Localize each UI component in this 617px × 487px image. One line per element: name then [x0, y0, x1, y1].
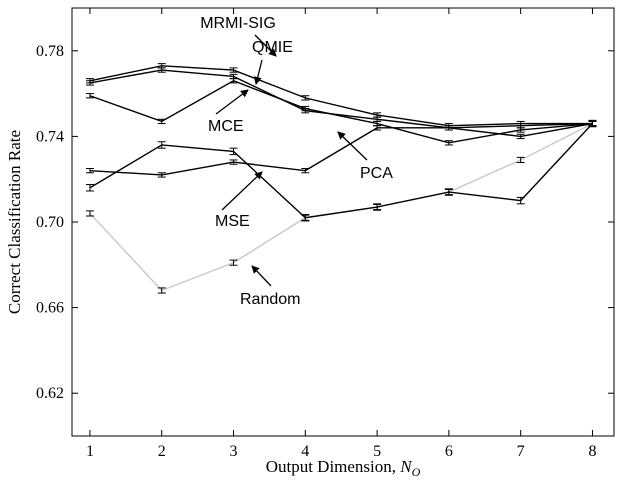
x-axis-label: Output Dimension, NO	[266, 457, 421, 479]
annotation-label: MSE	[215, 213, 250, 230]
x-tick-label: 8	[588, 443, 596, 460]
y-tick-label: 0.74	[36, 128, 64, 145]
annotation-arrow	[222, 172, 262, 210]
ticks-layer: 1 2 3 4 5 6 7 80.620.660.700.740.78	[36, 8, 614, 460]
annotation-label: PCA	[360, 165, 393, 182]
annotation-mse: MSE	[215, 172, 262, 230]
annotation-arrow	[216, 90, 248, 114]
series-mrmi-sig	[86, 64, 597, 128]
x-tick-label: 6	[445, 443, 453, 460]
x-tick-label: 7	[517, 443, 525, 460]
annotation-label: Random	[240, 291, 300, 308]
annotation-label: MRMI-SIG	[200, 15, 276, 32]
annotation-label: QMIE	[252, 39, 293, 56]
x-axis-label-text: Output Dimension,	[266, 457, 401, 476]
y-tick-label: 0.66	[36, 300, 64, 317]
annotation-arrow	[252, 266, 271, 286]
error-bar	[86, 211, 94, 216]
y-axis-label: Correct Classification Rate	[5, 130, 24, 314]
annotation-mce: MCE	[208, 90, 248, 135]
x-tick-label: 3	[230, 443, 238, 460]
annotation-label: MCE	[208, 118, 244, 135]
y-tick-label: 0.78	[36, 43, 64, 60]
series-line	[90, 81, 593, 143]
y-tick-label: 0.70	[36, 214, 64, 231]
annotation-pca: PCA	[338, 132, 393, 182]
annotation-qmie: QMIE	[252, 39, 293, 84]
y-tick-label: 0.62	[36, 385, 64, 402]
series-random	[86, 121, 597, 293]
x-tick-label: 2	[158, 443, 166, 460]
series-layer	[86, 64, 597, 293]
x-tick-label: 1	[86, 443, 94, 460]
annotation-random: Random	[240, 266, 300, 308]
x-axis-label-subscript: O	[412, 465, 421, 479]
